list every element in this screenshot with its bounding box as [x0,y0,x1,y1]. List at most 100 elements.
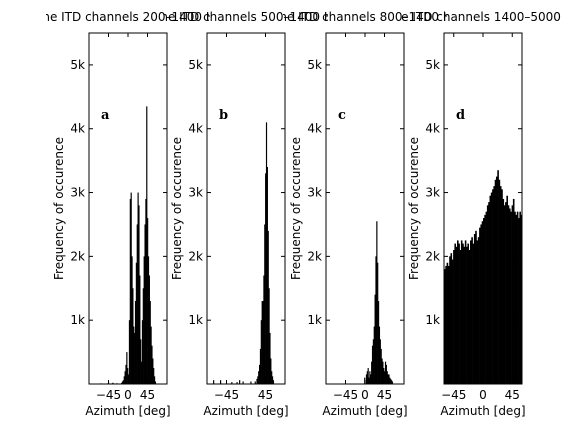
histogram-bar [128,320,131,384]
histogram-bar [464,240,467,384]
histogram-bar [147,256,150,384]
histogram-bar [148,275,150,384]
histogram-bar [122,380,124,384]
histogram-bar [391,380,393,384]
histogram-bar [449,256,451,384]
histogram-bar [250,381,252,384]
histogram-bar [126,352,128,384]
histogram-bar [389,377,391,384]
histogram-bar [151,345,153,384]
histogram-bar [127,368,129,384]
histogram-bar [270,358,272,384]
histogram-bar [134,301,137,384]
histogram-bar [154,376,156,384]
histogram-bar [369,371,371,384]
histogram-bar [380,348,382,384]
histogram-bar [445,265,447,384]
y-tick-label: 3k [188,186,203,200]
histogram-bar [272,376,274,384]
histogram-bar [261,301,263,384]
y-tick-label: 2k [307,249,322,263]
histogram-bar [519,211,521,384]
histogram-bar [140,339,142,384]
x-tick-label: −45 [96,388,121,402]
histogram-bar [453,249,455,384]
histogram-bar [124,371,126,384]
histogram-bar [381,358,383,384]
x-axis-label: Azimuth [deg] [85,404,170,418]
histogram-bar [512,198,515,384]
chart-title: fine ITD channels 1400–5000 Hz [386,10,576,24]
x-tick-label: 0 [124,388,132,402]
x-tick-label: 45 [377,388,392,402]
histogram-bar [257,376,259,384]
histogram-bar [138,205,140,384]
histogram-bar [367,368,369,384]
histogram-bar [236,382,238,384]
histogram-bar [483,218,485,384]
histogram-bar [269,332,271,384]
histogram-bar [490,192,493,384]
axes-frame [88,32,168,385]
histogram-bar [466,246,468,384]
histogram-bar [378,326,381,384]
y-tick-label: 4k [188,122,203,136]
histogram-bar [447,265,450,384]
histogram-bar [371,361,373,384]
histogram-bar [514,211,516,384]
histogram-bar [239,380,241,384]
panel-letter: d [456,108,465,123]
y-tick-label: 4k [70,122,85,136]
histogram-bar [386,371,388,384]
histogram-bar [131,256,133,384]
y-tick-label: 2k [425,249,440,263]
x-tick-label: −45 [333,388,358,402]
histogram-bar [149,301,151,384]
histogram-bar [154,381,157,384]
histogram-bars [364,221,394,384]
histogram-bar [473,234,476,384]
histogram-bars [100,106,157,384]
histogram-bar [385,364,387,384]
histogram-bar [509,208,511,384]
histogram-bar [496,176,498,384]
histogram-bar [143,256,145,384]
histogram-bar [497,170,499,384]
y-tick-label: 1k [425,313,440,327]
histogram-bar [135,262,137,384]
x-tick-label: 45 [258,388,273,402]
histogram-bar [231,382,233,384]
histogram-bar [271,371,273,384]
histogram-bar [374,294,376,384]
histogram-bar [506,195,508,384]
histogram-bar [128,374,130,384]
histogram-bar [458,243,460,384]
histogram-bar [450,253,453,384]
x-tick-label: 45 [140,388,155,402]
x-tick-label: −45 [441,388,466,402]
histogram-bar [505,202,507,384]
histogram-bar [376,221,378,384]
histogram-bar [130,192,132,384]
histogram-bar [365,374,368,384]
histogram-bar [383,368,385,384]
histogram-bar [498,179,501,384]
chart-title: fine ITD channels 500–1400 Hz [153,10,339,24]
y-tick-label: 4k [307,122,322,136]
histogram-bar [242,381,244,384]
chart-panel-b: 1k 2k 3k 4k 5k −45 45 Azimuth [deg] Frequency of… [153,10,339,418]
histogram-bar [446,262,449,384]
y-tick-label: 4k [425,122,440,136]
y-tick-label: 1k [70,313,85,327]
histogram-bar [515,214,518,384]
histogram-bar [272,380,275,384]
chart-title: fine ITD channels 800–1400 Hz [272,10,458,24]
panel-letter: c [338,108,346,123]
histogram-bar [266,167,268,384]
histogram-bar [378,301,380,384]
histogram-bar [129,198,131,384]
histogram-bar [134,332,136,384]
histogram-bar [265,173,267,384]
chart-title: fine ITD channels 200–1400 Hz [35,10,221,24]
histogram-bar [260,320,262,384]
